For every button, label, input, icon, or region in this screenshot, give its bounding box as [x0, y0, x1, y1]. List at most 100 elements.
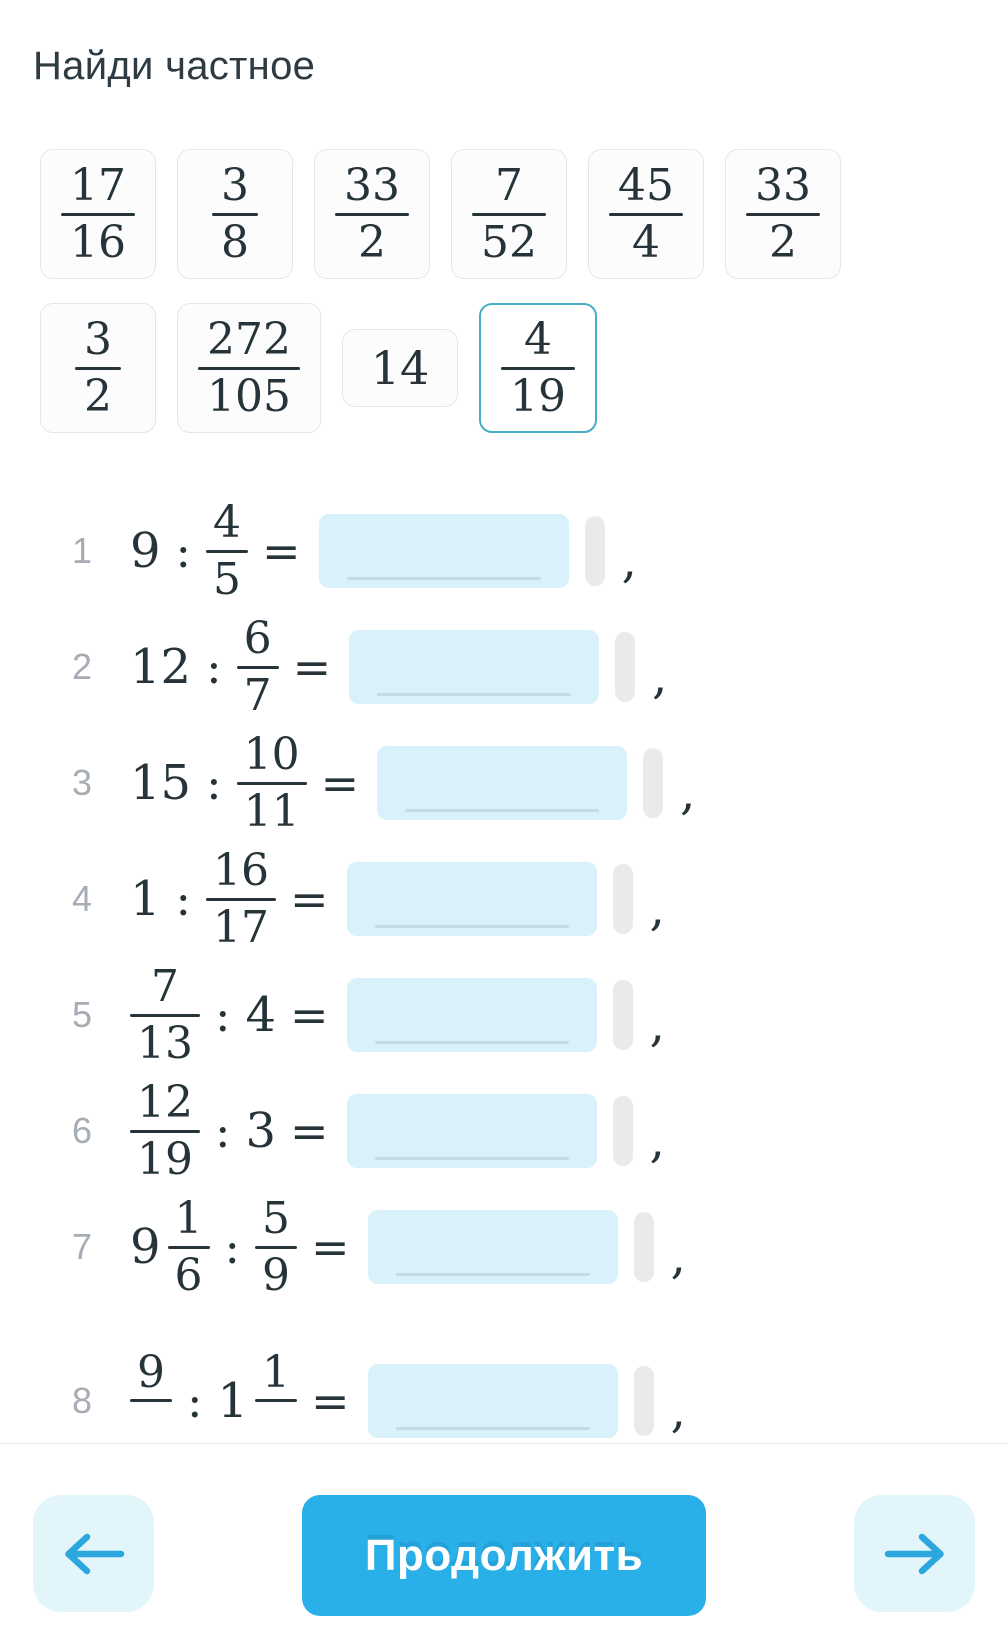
answer-chip[interactable]: 272 105: [177, 303, 321, 433]
fraction-bar: [500, 366, 575, 370]
fraction-bar: [236, 665, 279, 669]
answer-chip[interactable]: 7 52: [451, 149, 567, 279]
answer-underline: [346, 577, 541, 580]
fraction-bar: [236, 781, 307, 785]
whole-number: 12: [130, 639, 192, 695]
fraction-bar: [130, 1129, 200, 1133]
numerator: 6: [243, 612, 272, 664]
divide-sign: :: [215, 1104, 231, 1158]
separator-comma: ,: [649, 997, 665, 1053]
numerator: 12: [137, 1076, 193, 1128]
dividend: 15: [130, 759, 191, 807]
fraction-bar: [746, 212, 820, 216]
fraction: 7 13: [130, 963, 200, 1067]
answer-chip[interactable]: 45 4: [588, 149, 704, 279]
forward-button[interactable]: [854, 1495, 975, 1612]
slot-pill: [612, 1096, 633, 1166]
fraction-bar: [167, 1245, 210, 1249]
equals-sign: =: [290, 872, 329, 926]
fraction-bar: [472, 212, 546, 216]
answer-input[interactable]: [346, 1094, 597, 1168]
problem-index: 3: [71, 762, 93, 803]
fraction: 33 2: [335, 162, 409, 266]
answer-chip[interactable]: 33 2: [725, 149, 841, 279]
answer-underline: [395, 1427, 590, 1430]
whole-number: 15: [130, 755, 192, 811]
answer-chip[interactable]: 14: [341, 329, 458, 407]
equals-sign: =: [290, 988, 329, 1042]
denominator: 8: [221, 216, 249, 268]
slot-pill: [633, 1366, 654, 1436]
answer-chips-tray: 17 16 3 8 33 2 7 52 45 4 33 2 3 2 272 105 14 4 19: [40, 149, 945, 433]
numerator: 7: [151, 960, 179, 1012]
numerator: 17: [70, 159, 126, 211]
problem-row: 5 7 13:4 =,: [0, 959, 1008, 1071]
fraction: 4 19: [500, 316, 575, 422]
footer-bar: Продолжить: [0, 1443, 1008, 1627]
denominator: 4: [632, 216, 660, 268]
problem-index: 1: [71, 530, 93, 571]
whole-number: 4: [245, 987, 277, 1043]
numerator: 3: [84, 313, 112, 365]
whole-number: 1: [130, 871, 161, 927]
answer-chip[interactable]: 33 2: [314, 149, 430, 279]
answer-chip[interactable]: 17 16: [40, 149, 156, 279]
denominator: 5: [213, 553, 242, 605]
equals-sign: =: [262, 524, 301, 578]
separator-comma: ,: [652, 649, 668, 705]
continue-button[interactable]: Продолжить: [302, 1495, 706, 1616]
denominator: 7: [243, 669, 272, 721]
fraction-bar: [206, 897, 277, 901]
answer-input[interactable]: [346, 862, 597, 936]
answer-input[interactable]: [367, 1210, 618, 1284]
problem-row: 6 12 19:3 =,: [0, 1075, 1008, 1187]
problem-row: 1 9:4 5 =,: [0, 495, 1008, 607]
denominator: 2: [358, 216, 386, 268]
answer-input[interactable]: [318, 514, 569, 588]
numerator: 9: [137, 1346, 165, 1398]
divisor: 4: [246, 991, 277, 1039]
answer-input[interactable]: [367, 1364, 618, 1438]
slot-pill: [612, 980, 633, 1050]
fraction: 9: [130, 1349, 172, 1454]
fraction: 33 2: [746, 162, 820, 266]
dividend: 7 13: [130, 963, 200, 1067]
dividend: 9: [130, 527, 161, 575]
answer-input[interactable]: [377, 746, 628, 820]
fraction: 17 16: [61, 162, 135, 266]
arrow-left-icon: [64, 1533, 124, 1574]
problem-index: 5: [71, 994, 93, 1035]
denominator: 19: [509, 370, 566, 422]
divisor: 16 17: [206, 847, 277, 951]
separator-comma: ,: [621, 533, 637, 589]
answer-chip[interactable]: 4 19: [478, 303, 597, 433]
whole-number: 9: [130, 1219, 161, 1275]
denominator: 52: [481, 216, 537, 268]
answer-input[interactable]: [349, 630, 600, 704]
answer-underline: [377, 693, 572, 696]
answer-input[interactable]: [346, 978, 597, 1052]
problem-row: 2 12:6 7 =,: [0, 611, 1008, 723]
fraction-bar: [75, 366, 121, 370]
fraction: 10 11: [236, 731, 307, 835]
numerator: 3: [221, 159, 249, 211]
numerator: 1: [262, 1346, 291, 1398]
divide-sign: :: [175, 524, 192, 578]
problems-list: 1 9:4 5 =, 2 12:6 7 =, 3 15:10 11 =, 4 1:16 17 =, 5 7 13:4…: [0, 495, 1008, 1457]
problem-row: 8 9:1 1 =,: [0, 1345, 1008, 1457]
separator-comma: ,: [680, 765, 696, 821]
back-button[interactable]: [33, 1495, 154, 1612]
page-title: Найди частное: [33, 44, 316, 88]
slot-pill: [584, 516, 605, 586]
divide-sign: :: [215, 988, 231, 1042]
